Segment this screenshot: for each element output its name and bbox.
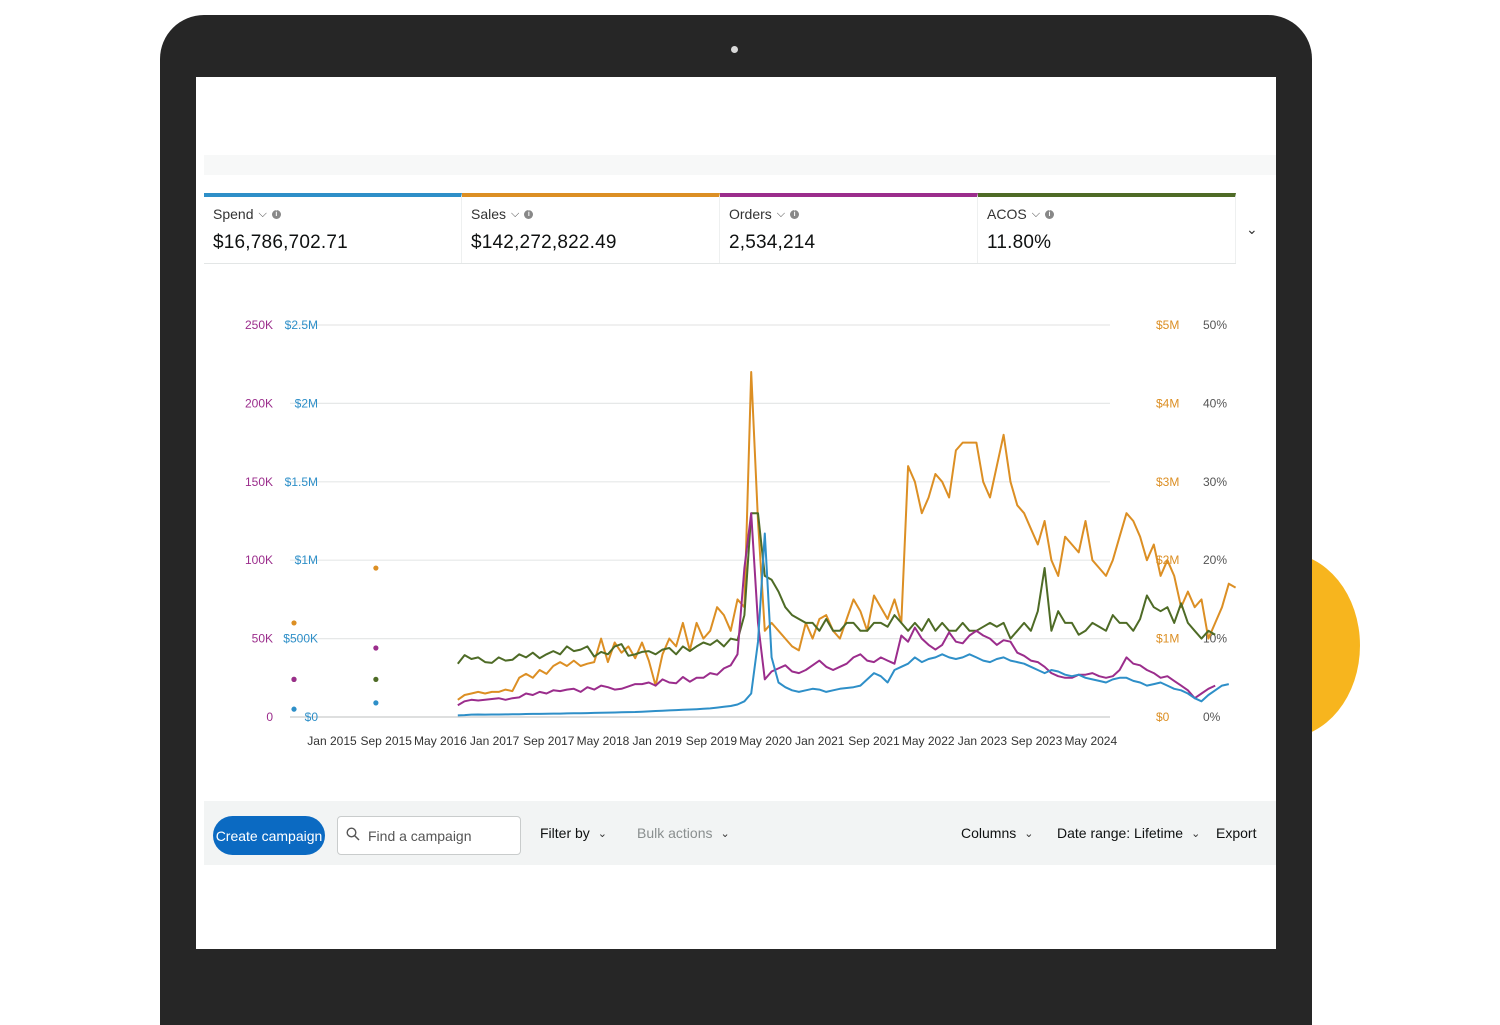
metric-value: 2,534,214 xyxy=(729,232,816,253)
page-header-strip xyxy=(204,155,1276,175)
x-axis-tick: Jan 2021 xyxy=(795,734,845,748)
sales-axis-tick: $4M xyxy=(1156,396,1179,410)
info-icon[interactable]: i xyxy=(790,209,800,219)
sales-axis-tick: $0 xyxy=(1156,710,1170,724)
columns-label: Columns xyxy=(961,825,1017,841)
series-point-sales xyxy=(373,565,379,571)
metric-value: 11.80% xyxy=(987,232,1052,253)
series-line-spend xyxy=(457,532,1230,717)
chevron-down-icon: ⌄ xyxy=(720,827,730,840)
filter-by-label: Filter by xyxy=(540,825,590,841)
acos-axis-tick: 0% xyxy=(1203,710,1221,724)
series-line-orders xyxy=(457,512,1216,707)
screen: Spend ⌵ i $16,786,702.71 Sales ⌵ i $142,272,… xyxy=(196,77,1276,949)
metric-label: Spend xyxy=(213,206,254,222)
export-button[interactable]: Export xyxy=(1216,801,1256,865)
x-axis-tick: May 2020 xyxy=(739,734,792,748)
sales-axis-tick: $3M xyxy=(1156,475,1179,489)
chevron-down-icon[interactable]: ⌵ xyxy=(776,207,786,220)
info-icon[interactable]: i xyxy=(271,209,281,219)
x-axis-tick: May 2022 xyxy=(902,734,955,748)
chevron-down-icon[interactable]: ⌵ xyxy=(511,207,520,220)
performance-chart: 250K 200K 150K 100K 50K 0 $2.5M $2M $1.5M $1M $500… xyxy=(245,318,1237,748)
date-range-dropdown[interactable]: Date range: Lifetime ⌄ xyxy=(1057,801,1200,865)
spend-axis-tick: $1M xyxy=(295,553,318,567)
expand-metrics-chevron-icon[interactable]: ⌄ xyxy=(1246,221,1258,237)
sales-axis-tick: $5M xyxy=(1156,318,1179,332)
campaign-toolbar: Create campaign Find a campaign Filter b… xyxy=(204,801,1276,865)
series-point-acos xyxy=(373,676,379,682)
metric-label: Orders xyxy=(729,206,772,222)
chevron-down-icon: ⌄ xyxy=(597,827,608,840)
spend-axis-tick: $500K xyxy=(283,632,318,646)
metric-value: $16,786,702.71 xyxy=(213,232,348,253)
series-point-orders xyxy=(291,676,297,682)
metrics-bar: Spend ⌵ i $16,786,702.71 Sales ⌵ i $142,272,… xyxy=(204,193,1236,264)
spend-axis-tick: $0 xyxy=(305,710,319,724)
bulk-actions-dropdown[interactable]: Bulk actions ⌄ xyxy=(637,801,730,865)
info-icon[interactable]: i xyxy=(524,209,534,219)
x-axis-tick: Jan 2017 xyxy=(470,734,520,748)
chevron-down-icon[interactable]: ⌵ xyxy=(1031,207,1041,220)
sales-axis-tick: $1M xyxy=(1156,632,1179,646)
x-axis-tick: Sep 2015 xyxy=(361,734,413,748)
date-range-label: Date range: Lifetime xyxy=(1057,825,1184,841)
orders-axis-tick: 200K xyxy=(245,396,273,410)
metric-label: ACOS xyxy=(987,206,1027,222)
columns-dropdown[interactable]: Columns ⌄ xyxy=(961,801,1033,865)
series-line-sales xyxy=(457,371,1237,701)
x-axis-tick: May 2018 xyxy=(577,734,630,748)
metric-label: Sales xyxy=(471,206,507,222)
orders-axis-tick: 0 xyxy=(266,710,273,724)
chevron-down-icon: ⌄ xyxy=(1191,827,1201,840)
x-axis-tick: May 2024 xyxy=(1064,734,1117,748)
x-axis-tick: Sep 2019 xyxy=(686,734,738,748)
orders-axis-tick: 50K xyxy=(252,632,273,646)
laptop-frame: Spend ⌵ i $16,786,702.71 Sales ⌵ i $142,272,… xyxy=(160,15,1312,1025)
series-point-sales xyxy=(291,620,297,626)
filter-by-dropdown[interactable]: Filter by ⌄ xyxy=(540,801,607,865)
series-point-spend xyxy=(373,700,379,706)
search-placeholder: Find a campaign xyxy=(368,827,472,844)
x-axis-tick: Jan 2019 xyxy=(633,734,683,748)
x-axis-tick: Jan 2015 xyxy=(307,734,357,748)
metric-orders[interactable]: Orders ⌵ i 2,534,214 xyxy=(720,193,978,263)
bulk-actions-label: Bulk actions xyxy=(637,825,713,841)
x-axis-tick: Jan 2023 xyxy=(958,734,1008,748)
info-icon[interactable]: i xyxy=(1045,209,1055,219)
x-axis-tick: Sep 2021 xyxy=(848,734,900,748)
export-label: Export xyxy=(1216,825,1257,841)
series-point-spend xyxy=(291,706,297,712)
metric-acos[interactable]: ACOS ⌵ i 11.80% xyxy=(978,193,1236,263)
metric-sales[interactable]: Sales ⌵ i $142,272,822.49 xyxy=(462,193,720,263)
find-campaign-input[interactable]: Find a campaign xyxy=(337,816,521,855)
orders-axis-tick: 150K xyxy=(245,475,273,489)
acos-axis-tick: 30% xyxy=(1203,475,1227,489)
spend-axis-tick: $2.5M xyxy=(285,318,318,332)
x-axis-tick: May 2016 xyxy=(414,734,467,748)
spend-axis-tick: $2M xyxy=(295,396,318,410)
x-axis-tick: Sep 2017 xyxy=(523,734,575,748)
camera-icon xyxy=(731,46,738,53)
x-axis-tick: Sep 2023 xyxy=(1011,734,1063,748)
metric-value: $142,272,822.49 xyxy=(471,232,617,253)
spend-axis-tick: $1.5M xyxy=(285,475,318,489)
search-icon xyxy=(346,827,360,844)
chevron-down-icon: ⌄ xyxy=(1024,827,1034,840)
chevron-down-icon[interactable]: ⌵ xyxy=(258,207,267,220)
acos-axis-tick: 50% xyxy=(1203,318,1227,332)
series-line-acos xyxy=(457,512,1216,665)
series-point-orders xyxy=(373,645,379,651)
orders-axis-tick: 100K xyxy=(245,553,273,567)
acos-axis-tick: 20% xyxy=(1203,553,1227,567)
create-campaign-button[interactable]: Create campaign xyxy=(213,816,325,855)
metric-spend[interactable]: Spend ⌵ i $16,786,702.71 xyxy=(204,193,462,263)
orders-axis-tick: 250K xyxy=(245,318,273,332)
acos-axis-tick: 40% xyxy=(1203,396,1227,410)
